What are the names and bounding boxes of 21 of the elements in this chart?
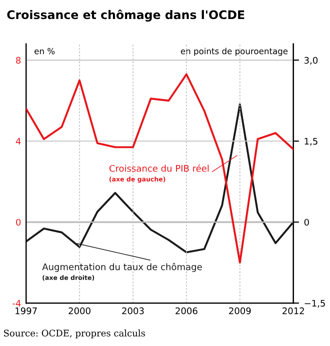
y2-axis-title: en points de pouroentage (180, 48, 288, 56)
line-series (26, 73, 294, 264)
y2-tick-label: 0 (304, 218, 309, 226)
y2-tick-label: 3,0 (304, 56, 318, 65)
legend-label: Croissance du PIB réel (109, 164, 209, 172)
y-tick-label: -4 (12, 300, 21, 307)
y-tick-label: 4 (16, 138, 21, 145)
y-tick-label: 8 (16, 56, 21, 64)
series-label: Augmentation du taux de chômage (42, 262, 202, 272)
x-tick-label: 2009 (229, 307, 251, 314)
chart-title: Croissance et chômage dans l'OCDE (7, 10, 244, 22)
x-tick-label: 2006 (176, 307, 198, 314)
x-tick-label: 2012 (282, 307, 304, 314)
y2-tick-label: 1,5 (304, 138, 318, 146)
y2-tick-label: −1,5 (304, 300, 325, 308)
y-tick-label: 0 (16, 218, 21, 226)
y-axis-title: en % (34, 48, 55, 54)
x-tick-label: 1997 (16, 307, 37, 314)
x-tick-label: 2003 (122, 307, 144, 314)
x-tick-label: 2000 (68, 307, 90, 314)
source-note: Source: OCDE, propres calculs (4, 330, 145, 338)
